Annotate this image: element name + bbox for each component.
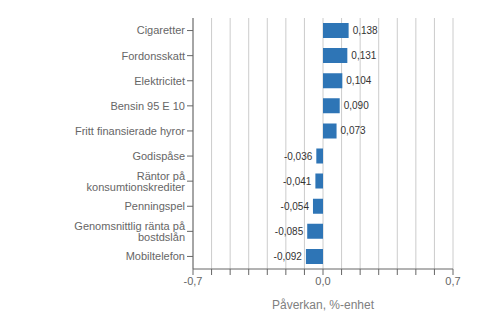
svg-text:-0,085: -0,085 (275, 226, 304, 237)
svg-text:Fritt finansierade hyror: Fritt finansierade hyror (75, 125, 185, 137)
svg-text:-0,054: -0,054 (281, 201, 310, 212)
svg-text:0,131: 0,131 (351, 50, 376, 61)
svg-text:-0,092: -0,092 (274, 251, 303, 262)
svg-text:0,104: 0,104 (346, 75, 371, 86)
svg-text:Penningspel: Penningspel (124, 200, 185, 212)
svg-text:0,090: 0,090 (344, 100, 369, 111)
svg-text:Genomsnittlig ränta påbostdslå: Genomsnittlig ränta påbostdslån (74, 220, 186, 243)
svg-text:Påverkan, %-enhet: Påverkan, %-enhet (272, 298, 375, 312)
svg-text:-0,036: -0,036 (284, 151, 313, 162)
svg-text:Godispåse: Godispåse (132, 150, 185, 162)
svg-text:Cigaretter: Cigaretter (137, 24, 186, 36)
svg-text:Mobiltelefon: Mobiltelefon (126, 250, 185, 262)
svg-text:Räntor påkonsumtionskrediter: Räntor påkonsumtionskrediter (87, 170, 186, 193)
svg-text:-0,7: -0,7 (184, 275, 203, 287)
svg-text:0,073: 0,073 (341, 125, 366, 136)
svg-text:Bensin 95 E 10: Bensin 95 E 10 (110, 100, 185, 112)
svg-text:0,0: 0,0 (315, 275, 330, 287)
svg-text:0,7: 0,7 (445, 275, 460, 287)
svg-text:-0,041: -0,041 (283, 176, 312, 187)
svg-text:Elektricitet: Elektricitet (134, 75, 185, 87)
svg-text:0,138: 0,138 (353, 25, 378, 36)
svg-text:Fordonsskatt: Fordonsskatt (121, 50, 185, 62)
